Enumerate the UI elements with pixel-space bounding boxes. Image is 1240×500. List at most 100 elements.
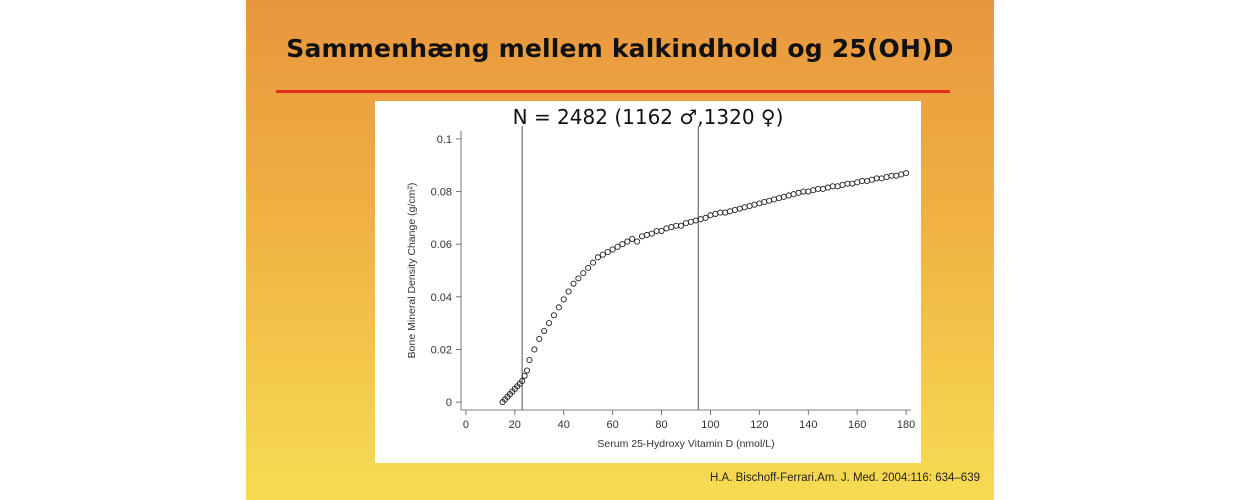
data-point bbox=[859, 177, 866, 185]
data-point bbox=[545, 320, 553, 327]
sample-size-label: N = 2482 (1162 ♂,1320 ♀) bbox=[512, 105, 784, 129]
data-point bbox=[898, 171, 905, 178]
data-point bbox=[722, 209, 729, 216]
data-point bbox=[888, 172, 895, 179]
data-point bbox=[775, 195, 782, 202]
data-point bbox=[523, 367, 531, 374]
data-point bbox=[663, 225, 670, 232]
title-divider bbox=[276, 90, 950, 93]
y-tick-label: 0.02 bbox=[431, 344, 452, 356]
tick-labels: 0 20 40 60 80 100 120 140 160 180 0 0.02 0.04 0.06 0.0… bbox=[431, 134, 916, 431]
data-point bbox=[643, 231, 650, 239]
data-point bbox=[844, 180, 851, 187]
scatter-chart: 0 20 40 60 80 100 120 140 160 180 0 0.02 0.04 0.06 0.0… bbox=[406, 126, 916, 450]
data-point bbox=[585, 264, 592, 271]
data-point bbox=[570, 280, 577, 287]
data-point bbox=[726, 208, 734, 215]
data-point bbox=[883, 174, 890, 181]
data-point bbox=[717, 209, 724, 216]
x-tick-label: 80 bbox=[655, 419, 667, 431]
data-point bbox=[687, 218, 694, 225]
data-point bbox=[751, 201, 758, 208]
slide: Sammenhæng mellem kalkindhold og 25(OH)D… bbox=[246, 0, 994, 500]
data-point bbox=[780, 193, 787, 200]
data-point bbox=[614, 243, 621, 250]
data-point bbox=[819, 185, 827, 192]
slide-title: Sammenhæng mellem kalkindhold og 25(OH)D bbox=[286, 34, 954, 63]
data-point bbox=[697, 216, 704, 223]
data-point bbox=[678, 222, 685, 229]
data-point bbox=[658, 227, 665, 235]
data-point bbox=[550, 312, 557, 319]
data-point bbox=[790, 191, 797, 198]
data-point bbox=[824, 184, 831, 191]
y-tick-label: 0.08 bbox=[431, 187, 452, 199]
data-point bbox=[526, 356, 533, 364]
y-tick-label: 0 bbox=[446, 397, 452, 409]
data-point bbox=[863, 177, 871, 185]
reference-lines bbox=[521, 126, 699, 410]
x-axis-label: Serum 25-Hydroxy Vitamin D (nmol/L) bbox=[597, 438, 774, 450]
chart-axes bbox=[456, 131, 911, 415]
data-point bbox=[634, 238, 641, 245]
data-point bbox=[565, 288, 572, 295]
data-point bbox=[536, 335, 543, 342]
x-tick-label: 60 bbox=[607, 419, 619, 431]
data-points bbox=[499, 170, 910, 406]
y-tick-label: 0.1 bbox=[437, 134, 452, 146]
data-point bbox=[521, 372, 528, 379]
data-point bbox=[604, 249, 611, 256]
y-tick-label: 0.04 bbox=[431, 292, 452, 304]
data-point bbox=[731, 206, 738, 214]
data-point bbox=[868, 176, 875, 183]
data-point bbox=[575, 275, 582, 282]
data-point bbox=[873, 175, 880, 182]
x-tick-label: 160 bbox=[848, 419, 866, 431]
data-point bbox=[746, 202, 753, 210]
data-point bbox=[815, 185, 822, 192]
data-point bbox=[712, 210, 719, 217]
data-point bbox=[805, 188, 812, 195]
data-point bbox=[580, 270, 587, 277]
data-point bbox=[519, 377, 526, 385]
data-point bbox=[785, 192, 792, 199]
data-point bbox=[702, 214, 709, 221]
data-point bbox=[770, 196, 778, 203]
citation: H.A. Bischoff-Ferrari.Am. J. Med. 2004:1… bbox=[710, 472, 980, 484]
x-tick-label: 140 bbox=[799, 419, 817, 431]
data-point bbox=[648, 230, 655, 237]
x-tick-label: 20 bbox=[509, 419, 521, 431]
data-point bbox=[854, 179, 861, 186]
data-point bbox=[531, 346, 538, 353]
data-point bbox=[829, 183, 836, 190]
x-tick-label: 100 bbox=[701, 419, 719, 431]
data-point bbox=[638, 233, 646, 240]
data-point bbox=[903, 170, 910, 177]
data-point bbox=[555, 304, 562, 311]
data-point bbox=[839, 181, 846, 189]
data-point bbox=[541, 327, 548, 335]
data-point bbox=[893, 172, 900, 179]
data-point bbox=[707, 212, 714, 219]
y-tick-label: 0.06 bbox=[431, 239, 452, 251]
x-tick-label: 120 bbox=[750, 419, 768, 431]
data-point bbox=[800, 188, 807, 195]
data-point bbox=[629, 235, 636, 242]
data-point bbox=[810, 187, 817, 194]
data-point bbox=[682, 220, 690, 227]
x-tick-label: 180 bbox=[897, 419, 915, 431]
data-point bbox=[849, 180, 856, 187]
data-point bbox=[756, 200, 763, 207]
data-point bbox=[736, 205, 743, 212]
data-point bbox=[590, 259, 597, 266]
data-point bbox=[741, 204, 748, 211]
x-tick-label: 40 bbox=[558, 419, 570, 431]
data-point bbox=[594, 254, 602, 261]
data-point bbox=[766, 197, 773, 204]
data-point bbox=[795, 189, 802, 196]
x-tick-label: 0 bbox=[463, 419, 469, 431]
data-point bbox=[878, 175, 885, 182]
data-point bbox=[560, 296, 567, 303]
data-point bbox=[609, 246, 616, 253]
chart-panel: 0 20 40 60 80 100 120 140 160 180 0 0.02 0.04 0.06 0.0… bbox=[375, 101, 921, 463]
